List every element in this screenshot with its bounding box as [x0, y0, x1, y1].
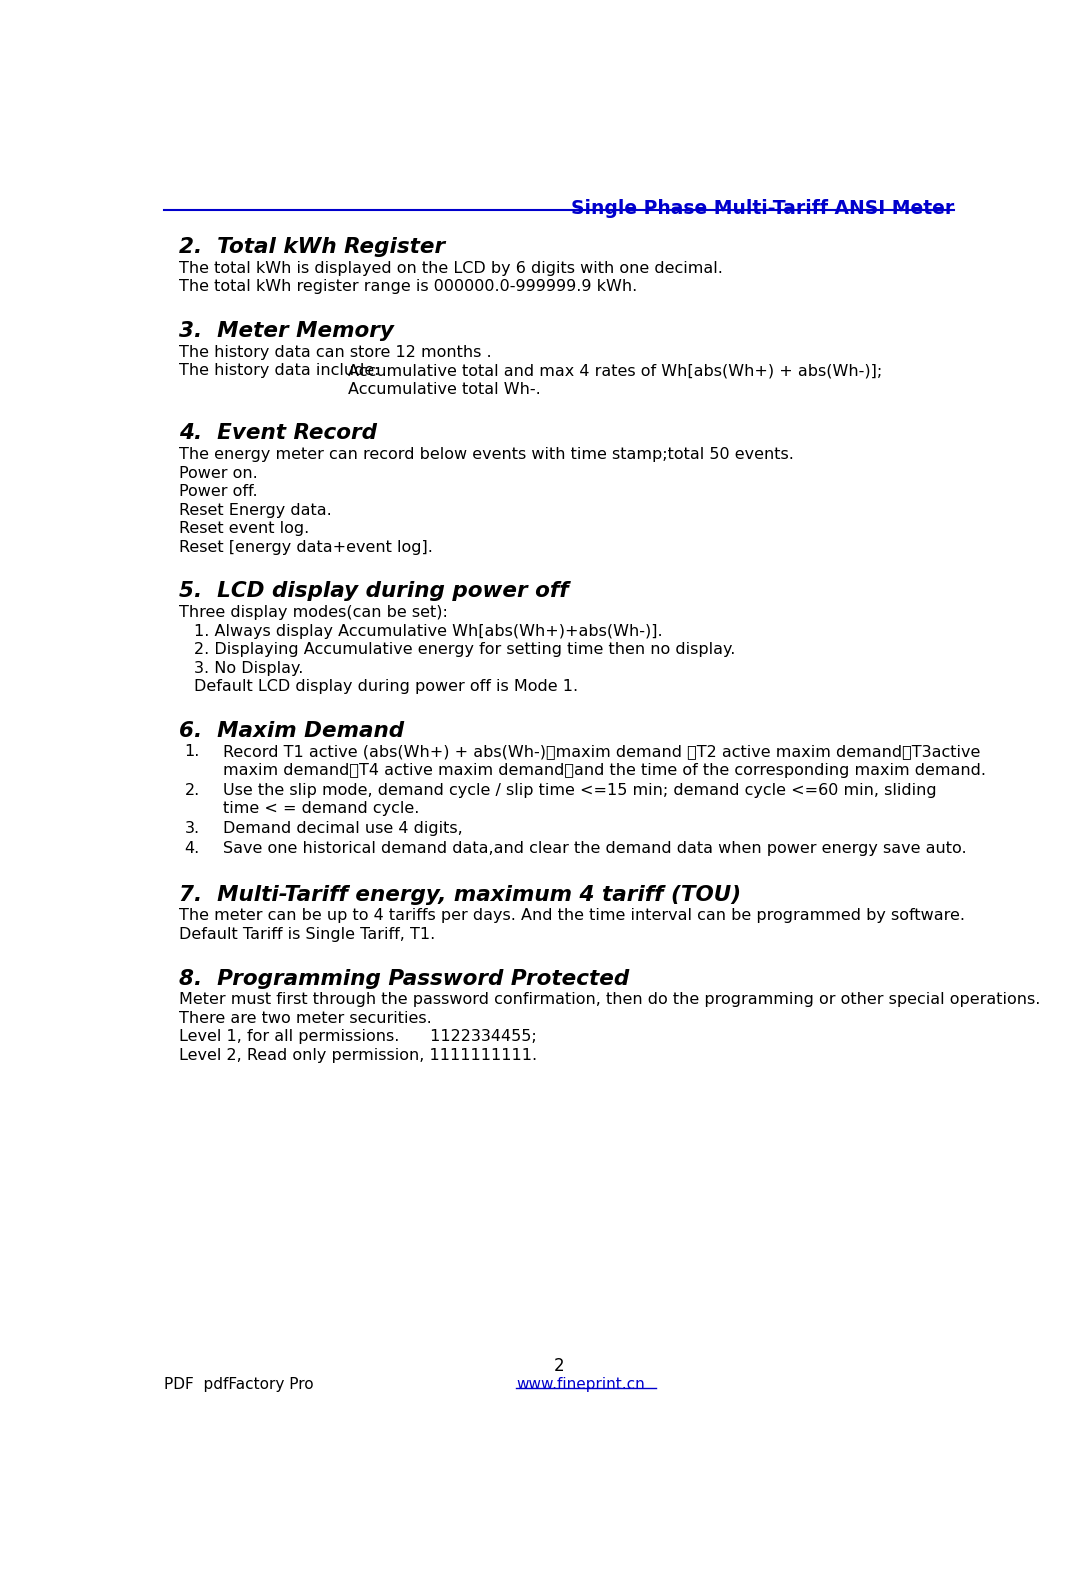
Text: PDF  pdfFactory Pro: PDF pdfFactory Pro [165, 1376, 314, 1392]
Text: The history data can store 12 months .: The history data can store 12 months . [179, 344, 492, 360]
Text: 6.  Maxim Demand: 6. Maxim Demand [179, 721, 404, 740]
Text: 1.: 1. [184, 745, 200, 759]
Text: Accumulative total and max 4 rates of Wh[abs(Wh+) + abs(Wh-)];: Accumulative total and max 4 rates of Wh… [348, 363, 883, 379]
Text: Power off.: Power off. [179, 484, 257, 500]
Text: 7.  Multi-Tariff energy, maximum 4 tariff (TOU): 7. Multi-Tariff energy, maximum 4 tariff… [179, 884, 741, 905]
Text: There are two meter securities.: There are two meter securities. [179, 1010, 432, 1026]
Text: 3. No Display.: 3. No Display. [194, 660, 304, 676]
Text: time < = demand cycle.: time < = demand cycle. [224, 801, 420, 817]
Text: Reset [energy data+event log].: Reset [energy data+event log]. [179, 540, 433, 555]
Text: 4.  Event Record: 4. Event Record [179, 423, 377, 443]
Text: 1. Always display Accumulative Wh[abs(Wh+)+abs(Wh-)].: 1. Always display Accumulative Wh[abs(Wh… [194, 624, 663, 638]
Text: Save one historical demand data,and clear the demand data when power energy save: Save one historical demand data,and clea… [224, 842, 967, 856]
Text: Record T1 active (abs(Wh+) + abs(Wh-)）maxim demand ，T2 active maxim demand，T3act: Record T1 active (abs(Wh+) + abs(Wh-)）ma… [224, 745, 981, 759]
Text: Use the slip mode, demand cycle / slip time <=15 min; demand cycle <=60 min, sli: Use the slip mode, demand cycle / slip t… [224, 782, 937, 798]
Text: Single Phase Multi-Tariff ANSI Meter: Single Phase Multi-Tariff ANSI Meter [571, 200, 954, 218]
Text: Level 2, Read only permission, 1111111111.: Level 2, Read only permission, 111111111… [179, 1048, 537, 1064]
Text: 3.: 3. [184, 822, 200, 836]
Text: Reset Energy data.: Reset Energy data. [179, 503, 332, 518]
Text: 5.  LCD display during power off: 5. LCD display during power off [179, 581, 568, 602]
Text: Level 1, for all permissions.      1122334455;: Level 1, for all permissions. 1122334455… [179, 1029, 537, 1045]
Text: Demand decimal use 4 digits,: Demand decimal use 4 digits, [224, 822, 463, 836]
Text: 2: 2 [553, 1357, 564, 1375]
Text: Default Tariff is Single Tariff, T1.: Default Tariff is Single Tariff, T1. [179, 927, 435, 943]
Text: 2. Displaying Accumulative energy for setting time then no display.: 2. Displaying Accumulative energy for se… [194, 643, 735, 657]
Text: Reset event log.: Reset event log. [179, 522, 309, 536]
Text: Meter must first through the password confirmation, then do the programming or o: Meter must first through the password co… [179, 993, 1041, 1007]
Text: Power on.: Power on. [179, 465, 257, 481]
Text: The meter can be up to 4 tariffs per days. And the time interval can be programm: The meter can be up to 4 tariffs per day… [179, 908, 966, 924]
Text: The energy meter can record below events with time stamp;total 50 events.: The energy meter can record below events… [179, 448, 794, 462]
Text: maxim demand，T4 active maxim demand，and the time of the corresponding maxim dema: maxim demand，T4 active maxim demand，and … [224, 764, 986, 778]
Text: The total kWh is displayed on the LCD by 6 digits with one decimal.: The total kWh is displayed on the LCD by… [179, 261, 723, 276]
Text: 4.: 4. [184, 842, 200, 856]
Text: Accumulative total Wh-.: Accumulative total Wh-. [348, 382, 541, 397]
Text: Default LCD display during power off is Mode 1.: Default LCD display during power off is … [194, 679, 578, 694]
Text: The history data include:: The history data include: [179, 363, 395, 379]
Text: The total kWh register range is 000000.0-999999.9 kWh.: The total kWh register range is 000000.0… [179, 280, 637, 294]
Text: Three display modes(can be set):: Three display modes(can be set): [179, 605, 448, 621]
Text: www.fineprint.cn: www.fineprint.cn [516, 1376, 645, 1392]
Text: 3.  Meter Memory: 3. Meter Memory [179, 320, 394, 341]
Text: 2.: 2. [184, 782, 200, 798]
Text: 2.  Total kWh Register: 2. Total kWh Register [179, 237, 445, 258]
Text: 8.  Programming Password Protected: 8. Programming Password Protected [179, 969, 630, 988]
